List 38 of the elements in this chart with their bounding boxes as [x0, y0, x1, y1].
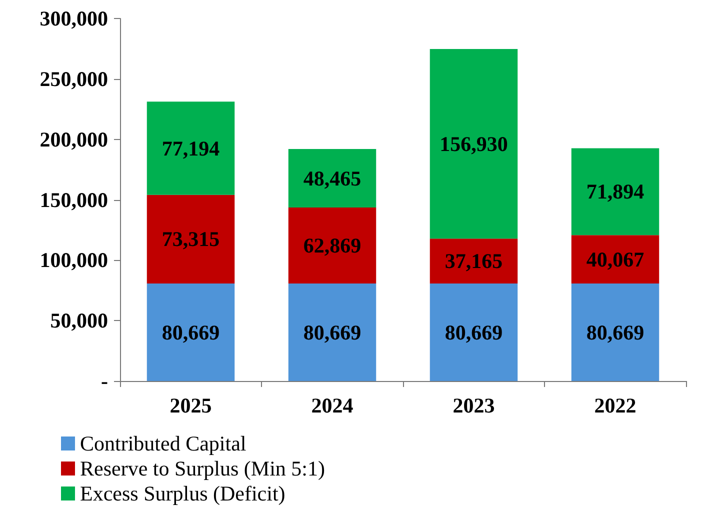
legend-label: Contributed Capital: [80, 432, 246, 456]
x-tick-label: 2024: [311, 394, 354, 418]
data-label: 37,165: [444, 249, 503, 274]
bar: [571, 148, 660, 236]
data-label: 73,315: [162, 227, 220, 252]
data-label: 62,869: [303, 234, 362, 258]
y-tick-label: 200,000: [40, 127, 108, 152]
y-tick-label: 300,000: [40, 6, 108, 30]
legend-label: Reserve to Surplus (Min 5:1): [80, 456, 325, 480]
bar: [288, 208, 376, 284]
bar: [146, 194, 235, 284]
data-label: 80,669: [162, 320, 220, 344]
bar: [430, 238, 518, 284]
bar: [288, 284, 376, 381]
y-tick-label: 50,000: [50, 308, 108, 333]
bar: [146, 284, 235, 381]
bar: [146, 102, 235, 195]
y-tick-label: 100,000: [40, 248, 108, 272]
legend-label: Excess Surplus (Deficit): [80, 482, 286, 506]
x-tick-label: 2023: [452, 394, 495, 418]
bar: [430, 48, 518, 239]
data-label: 80,669: [444, 320, 503, 344]
data-label: 77,194: [162, 136, 220, 160]
data-label: 40,067: [586, 247, 644, 272]
bar: [571, 284, 660, 381]
bar: [430, 284, 518, 381]
bar: [288, 148, 376, 208]
y-tick-label: 150,000: [40, 188, 108, 212]
x-tick-label: 2022: [594, 394, 636, 418]
bar: [571, 235, 660, 284]
y-tick-label: -: [101, 369, 108, 393]
data-label: 71,894: [586, 180, 645, 204]
data-label: 80,669: [303, 320, 362, 344]
data-label: 156,930: [440, 132, 508, 156]
data-label: 48,465: [303, 166, 362, 190]
y-tick-label: 250,000: [40, 66, 108, 91]
data-label: 80,669: [586, 320, 644, 344]
x-tick-label: 2025: [170, 394, 212, 418]
